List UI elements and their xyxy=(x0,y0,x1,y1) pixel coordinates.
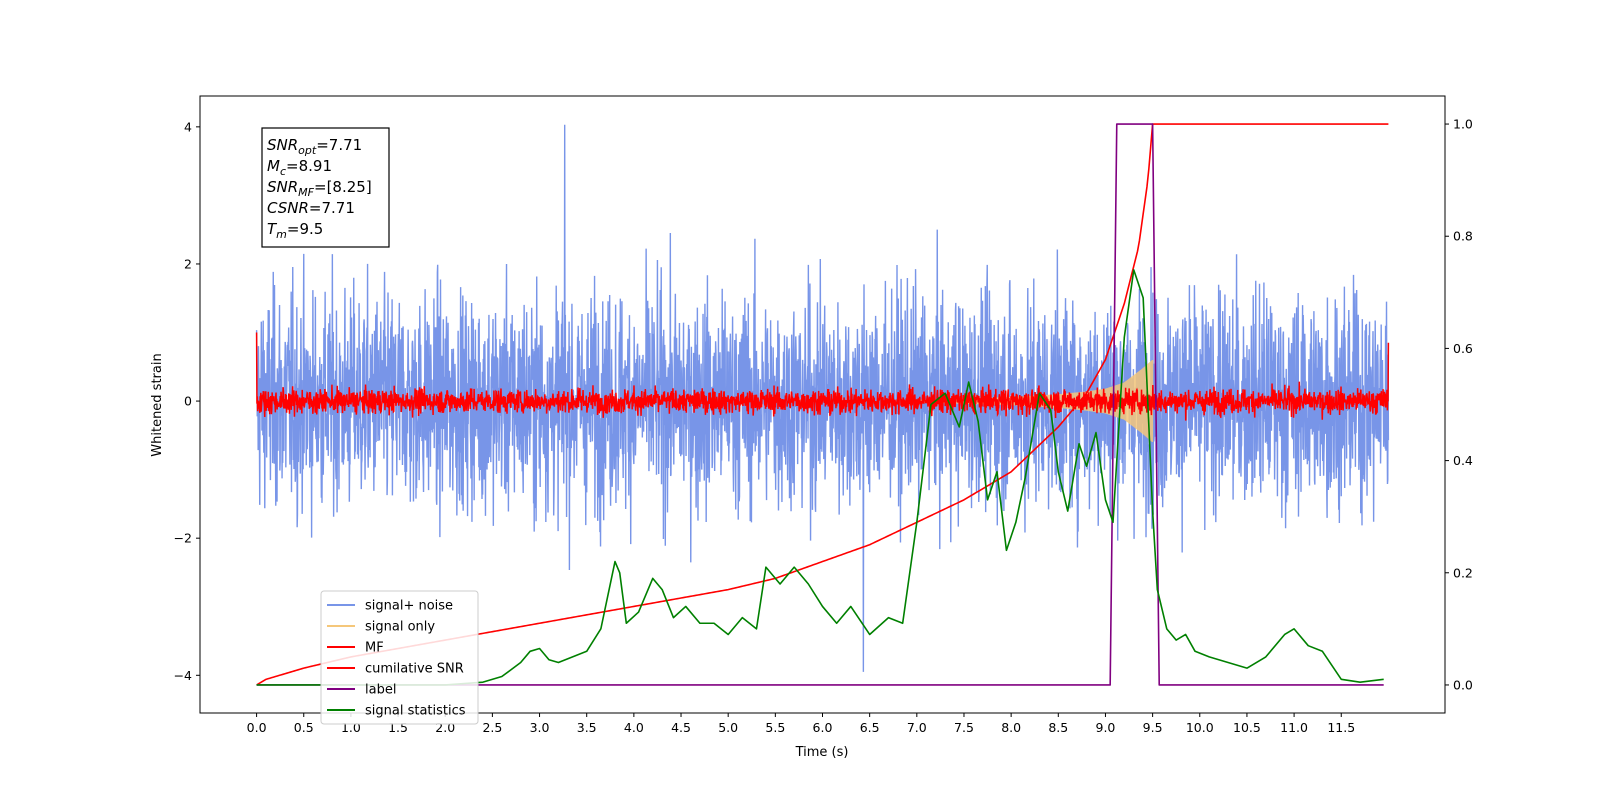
y2-tick-label: 0.4 xyxy=(1453,453,1473,468)
x-tick-label: 4.0 xyxy=(624,720,644,735)
series-signal-statistics xyxy=(256,269,1384,686)
series-label xyxy=(256,123,1384,686)
legend: signal+ noise signal only MF cumilative SNR… xyxy=(320,590,479,725)
legend-label-signal-statistics: signal statistics xyxy=(365,704,466,719)
x-tick-label: 0.5 xyxy=(294,720,314,735)
x-tick-label: 6.0 xyxy=(813,720,833,735)
x-tick-label: 6.5 xyxy=(860,720,880,735)
annotation-line: CSNR=7.71 xyxy=(267,199,355,217)
x-tick-label: 8.0 xyxy=(1001,720,1021,735)
y-tick-label: 0 xyxy=(184,394,192,409)
y2-tick-label: 0.0 xyxy=(1453,677,1473,692)
x-tick-label: 0.0 xyxy=(247,720,267,735)
y-tick-label: −4 xyxy=(174,668,192,683)
x-tick-label: 10.0 xyxy=(1186,720,1214,735)
annotation-line: SNRopt=7.71 xyxy=(267,136,362,157)
legend-label-label: label xyxy=(365,683,396,698)
x-tick-label: 8.5 xyxy=(1048,720,1068,735)
x-tick-label: 2.5 xyxy=(482,720,502,735)
x-tick-label: 3.5 xyxy=(577,720,597,735)
y2-tick-label: 0.6 xyxy=(1453,341,1473,356)
x-tick-label: 7.5 xyxy=(954,720,974,735)
series-mf xyxy=(255,332,1390,421)
annotation-frame xyxy=(261,127,390,248)
x-tick-label: 7.0 xyxy=(907,720,927,735)
y2-tick-label: 0.8 xyxy=(1453,229,1473,244)
y2-tick-label: 1.0 xyxy=(1453,117,1473,132)
y-tick-label: 2 xyxy=(184,256,192,271)
legend-label-signal-noise: signal+ noise xyxy=(365,599,453,614)
x-axis-label: Time (s) xyxy=(795,745,849,760)
x-tick-label: 9.5 xyxy=(1143,720,1163,735)
x-tick-label: 5.5 xyxy=(765,720,785,735)
x-tick-label: 4.5 xyxy=(671,720,691,735)
legend-label-mf: MF xyxy=(365,641,384,656)
x-tick-label: 10.5 xyxy=(1233,720,1261,735)
legend-label-cumilative-snr: cumilative SNR xyxy=(365,662,464,677)
x-tick-label: 3.0 xyxy=(530,720,550,735)
legend-frame xyxy=(320,590,479,725)
x-tick-label: 11.5 xyxy=(1327,720,1355,735)
x-tick-label: 5.0 xyxy=(718,720,738,735)
series-signal-noise xyxy=(255,124,1390,672)
annotation-line: Tm=9.5 xyxy=(267,220,323,241)
y2-tick-label: 0.2 xyxy=(1453,565,1473,580)
x-tick-label: 11.0 xyxy=(1280,720,1308,735)
legend-label-signal-only: signal only xyxy=(365,620,435,635)
x-tick-label: 9.0 xyxy=(1096,720,1116,735)
y-axis-label: Whitened strain xyxy=(150,353,165,456)
y-tick-label: −2 xyxy=(174,531,192,546)
y-tick-label: 4 xyxy=(184,119,192,134)
annotation-line: SNRMF=[8.25] xyxy=(267,178,372,199)
annotation-line: Mc=8.91 xyxy=(267,157,332,178)
